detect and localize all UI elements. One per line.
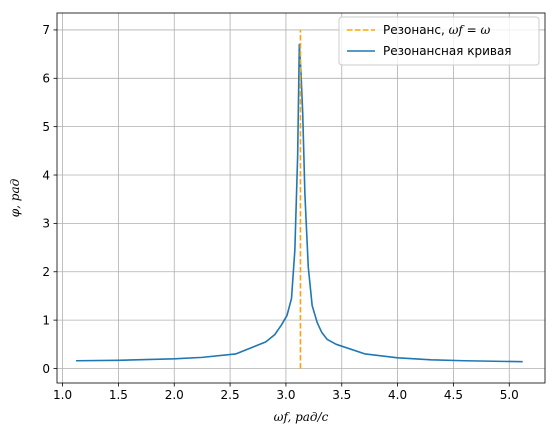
plot-area xyxy=(75,29,523,369)
x-tick-label: 3.5 xyxy=(332,388,351,402)
legend-label-curve: Резонансная кривая xyxy=(383,44,512,58)
x-tick-label: 1.5 xyxy=(109,388,128,402)
y-tick-label: 2 xyxy=(42,265,50,279)
axes-frame xyxy=(56,12,546,384)
y-tick-label: 7 xyxy=(42,23,50,37)
x-tick-label: 4.0 xyxy=(388,388,407,402)
x-tick-label: 1.0 xyxy=(53,388,72,402)
x-tick-label: 4.5 xyxy=(444,388,463,402)
ticks: 1.0 1.5 2.0 2.5 3.0 3.5 4.0 4.5 5.0 0 1 2 3 4 5 6 7 xyxy=(42,23,518,402)
legend: Резонанс, ωf = ω Резонансная кривая xyxy=(338,16,540,66)
y-tick-label: 0 xyxy=(42,362,50,376)
y-tick-label: 1 xyxy=(42,313,50,327)
legend-box xyxy=(338,16,540,66)
y-tick-label: 4 xyxy=(42,168,50,182)
x-tick-label: 3.0 xyxy=(276,388,295,402)
y-tick-label: 6 xyxy=(42,72,50,86)
legend-label-resonance: Резонанс, ωf = ω xyxy=(383,23,491,37)
resonance-curve xyxy=(75,43,523,363)
y-tick-label: 3 xyxy=(42,217,50,231)
legend-label-resonance-prefix: Резонанс, xyxy=(383,23,449,37)
y-axis-label: φ, рад xyxy=(8,178,22,217)
x-axis-label: ωf, рад/с xyxy=(274,410,329,424)
x-tick-label: 5.0 xyxy=(500,388,519,402)
x-tick-label: 2.0 xyxy=(165,388,184,402)
x-tick-label: 2.5 xyxy=(221,388,240,402)
legend-label-resonance-math: ωf = ω xyxy=(449,23,491,37)
y-tick-label: 5 xyxy=(42,120,50,134)
